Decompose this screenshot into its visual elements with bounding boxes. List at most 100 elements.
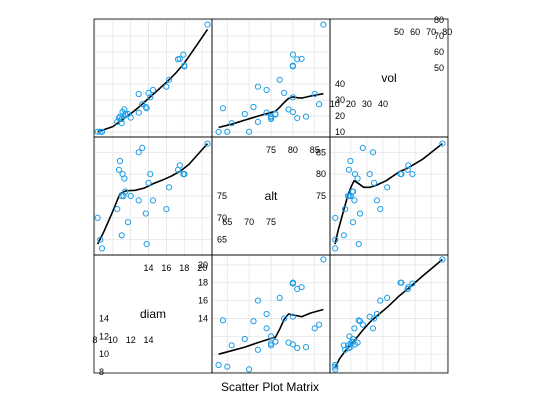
data-point bbox=[98, 128, 106, 135]
tick-label: 18 bbox=[179, 263, 189, 273]
tick-label: 70 bbox=[217, 213, 227, 223]
tick-label: 85 bbox=[316, 147, 326, 157]
tick-label: 8 bbox=[99, 367, 104, 377]
data-point bbox=[351, 197, 358, 204]
data-point bbox=[246, 128, 253, 135]
data-point bbox=[98, 245, 106, 252]
data-point bbox=[176, 162, 183, 169]
data-point bbox=[116, 157, 124, 165]
data-point bbox=[345, 166, 352, 173]
data-point bbox=[397, 279, 404, 286]
data-point bbox=[127, 192, 134, 200]
tick-label: 75 bbox=[266, 217, 276, 227]
data-point bbox=[181, 171, 188, 178]
data-point bbox=[254, 297, 261, 304]
data-point bbox=[254, 118, 261, 126]
data-point bbox=[294, 56, 301, 63]
data-point bbox=[289, 51, 296, 58]
data-point bbox=[342, 206, 349, 213]
tick-label: 10 bbox=[330, 99, 340, 109]
data-point bbox=[228, 120, 235, 127]
tick-label: 40 bbox=[335, 79, 345, 89]
data-point bbox=[289, 108, 296, 116]
smoother-line bbox=[218, 92, 324, 129]
data-point bbox=[409, 171, 416, 178]
x-axis-label: Scatter Plot Matrix bbox=[221, 380, 319, 394]
data-point bbox=[340, 232, 347, 239]
data-point bbox=[176, 55, 183, 62]
data-point bbox=[340, 342, 347, 349]
tick-label: 80 bbox=[442, 27, 452, 37]
data-point bbox=[143, 241, 150, 248]
data-point bbox=[354, 175, 361, 182]
data-point bbox=[272, 338, 279, 345]
data-point bbox=[250, 318, 257, 325]
panel-frame bbox=[93, 18, 213, 138]
data-point bbox=[377, 206, 384, 213]
data-point bbox=[350, 338, 357, 345]
tick-label: 30 bbox=[335, 95, 345, 105]
tick-label: 14 bbox=[143, 263, 153, 273]
data-point bbox=[272, 110, 279, 118]
data-point bbox=[163, 83, 170, 90]
tick-label: 10 bbox=[99, 349, 109, 359]
tick-label: 20 bbox=[335, 111, 345, 121]
data-point bbox=[228, 342, 235, 349]
data-point bbox=[267, 342, 275, 349]
data-point bbox=[118, 192, 125, 200]
data-point bbox=[143, 105, 150, 112]
data-point bbox=[145, 179, 152, 186]
data-point bbox=[135, 197, 142, 204]
data-point bbox=[332, 236, 339, 243]
tick-label: 18 bbox=[198, 278, 208, 288]
data-point bbox=[180, 51, 187, 58]
data-point bbox=[263, 310, 270, 318]
tick-label: 65 bbox=[217, 235, 227, 245]
variable-name-alt: alt bbox=[265, 189, 278, 203]
tick-label: 60 bbox=[434, 47, 444, 57]
data-point bbox=[147, 171, 154, 178]
data-point bbox=[439, 140, 446, 147]
data-point bbox=[356, 318, 364, 325]
data-point bbox=[122, 110, 129, 118]
data-point bbox=[263, 109, 270, 116]
data-point bbox=[204, 21, 211, 28]
data-point bbox=[254, 83, 261, 90]
data-point bbox=[114, 206, 121, 213]
data-point bbox=[241, 335, 248, 343]
data-point bbox=[346, 192, 353, 200]
tick-label: 10 bbox=[335, 127, 345, 137]
data-point bbox=[276, 294, 283, 301]
data-point bbox=[397, 171, 404, 178]
data-point bbox=[224, 363, 231, 370]
data-point bbox=[124, 219, 132, 226]
data-point bbox=[311, 90, 318, 98]
data-point bbox=[311, 325, 318, 332]
data-point bbox=[302, 344, 310, 351]
data-point bbox=[224, 128, 231, 135]
data-point bbox=[405, 284, 412, 291]
data-point bbox=[320, 256, 327, 263]
data-point bbox=[359, 144, 366, 151]
data-point bbox=[147, 94, 154, 101]
data-point bbox=[215, 128, 222, 135]
data-point bbox=[320, 21, 327, 28]
data-point bbox=[267, 114, 275, 121]
data-point bbox=[97, 236, 104, 243]
tick-label: 8 bbox=[92, 335, 97, 345]
data-point bbox=[355, 317, 362, 324]
data-point bbox=[118, 120, 125, 127]
data-point bbox=[135, 109, 142, 116]
data-point bbox=[94, 214, 101, 221]
tick-label: 80 bbox=[288, 145, 298, 155]
data-point bbox=[294, 115, 301, 122]
data-point bbox=[122, 188, 129, 195]
tick-label: 75 bbox=[217, 191, 227, 201]
data-point bbox=[121, 175, 128, 182]
data-point bbox=[142, 103, 149, 111]
data-point bbox=[302, 113, 310, 120]
smoother-line bbox=[334, 258, 443, 368]
data-point bbox=[246, 366, 253, 373]
data-point bbox=[298, 284, 305, 291]
